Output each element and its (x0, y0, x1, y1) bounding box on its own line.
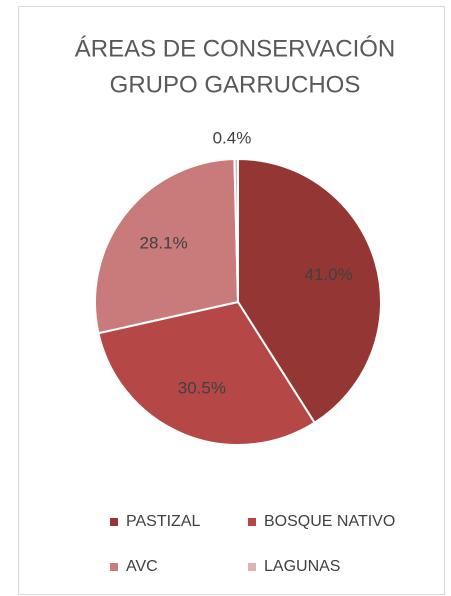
legend-swatch (110, 518, 118, 526)
data-label: 41.0% (305, 265, 353, 284)
data-label: 0.4% (213, 128, 252, 147)
data-label: 28.1% (140, 233, 188, 252)
legend-swatch (248, 518, 256, 526)
pie-slice (94, 158, 240, 335)
legend-label: LAGUNAS (264, 558, 340, 575)
legend-label: BOSQUE NATIVO (264, 513, 395, 530)
legend-label: AVC (126, 558, 158, 575)
chart-title: ÁREAS DE CONSERVACIÓN (75, 35, 396, 62)
pie-slice (233, 157, 239, 303)
legend-swatch (110, 563, 118, 571)
chart-title: GRUPO GARRUCHOS (110, 71, 361, 98)
legend-swatch (248, 563, 256, 571)
data-label: 30.5% (178, 379, 226, 398)
pie-slice (97, 300, 317, 446)
legend-label: PASTIZAL (126, 513, 200, 530)
